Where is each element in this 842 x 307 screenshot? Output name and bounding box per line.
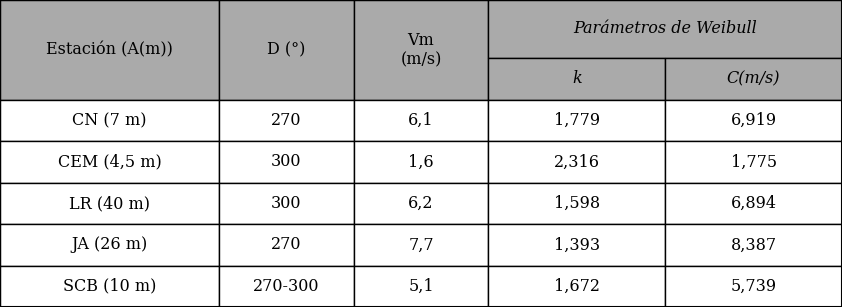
Text: SCB (10 m): SCB (10 m) (63, 278, 156, 295)
Text: 8,387: 8,387 (731, 236, 776, 253)
Bar (354, 100, 488, 141)
Text: D (°): D (°) (267, 41, 306, 58)
Text: 2,316: 2,316 (554, 154, 600, 170)
Bar (354, 0, 488, 100)
Bar (0, 0, 219, 100)
Bar (354, 183, 488, 224)
Text: Estación (A(m)): Estación (A(m)) (46, 41, 173, 58)
Text: 6,919: 6,919 (731, 112, 776, 129)
Bar (0, 224, 219, 266)
Bar (354, 141, 488, 183)
Text: C(m/s): C(m/s) (727, 70, 781, 87)
Text: 1,6: 1,6 (408, 154, 434, 170)
Bar (665, 266, 842, 307)
Bar (219, 100, 354, 141)
Text: 270: 270 (271, 236, 301, 253)
Bar (488, 58, 665, 100)
Text: Vm
(m/s): Vm (m/s) (400, 32, 442, 68)
Text: 1,779: 1,779 (554, 112, 600, 129)
Bar (488, 100, 665, 141)
Bar (488, 0, 842, 58)
Bar (488, 141, 665, 183)
Bar (219, 266, 354, 307)
Text: CN (7 m): CN (7 m) (72, 112, 147, 129)
Bar (354, 224, 488, 266)
Text: 1,393: 1,393 (554, 236, 600, 253)
Bar (0, 100, 219, 141)
Bar (488, 224, 665, 266)
Text: 270-300: 270-300 (253, 278, 319, 295)
Text: k: k (572, 70, 582, 87)
Bar (665, 141, 842, 183)
Text: 1,775: 1,775 (731, 154, 776, 170)
Text: 1,672: 1,672 (554, 278, 600, 295)
Bar (665, 224, 842, 266)
Text: 6,2: 6,2 (408, 195, 434, 212)
Text: 5,1: 5,1 (408, 278, 434, 295)
Text: JA (26 m): JA (26 m) (72, 236, 147, 253)
Text: LR (40 m): LR (40 m) (69, 195, 150, 212)
Text: Parámetros de Weibull: Parámetros de Weibull (573, 21, 757, 37)
Text: 300: 300 (271, 195, 301, 212)
Bar (219, 0, 354, 100)
Bar (219, 224, 354, 266)
Bar (488, 266, 665, 307)
Text: 1,598: 1,598 (554, 195, 600, 212)
Text: 300: 300 (271, 154, 301, 170)
Bar (488, 183, 665, 224)
Text: 6,894: 6,894 (731, 195, 776, 212)
Bar (354, 266, 488, 307)
Bar (0, 183, 219, 224)
Bar (665, 183, 842, 224)
Text: 7,7: 7,7 (408, 236, 434, 253)
Bar (0, 266, 219, 307)
Bar (219, 183, 354, 224)
Bar (0, 141, 219, 183)
Bar (219, 141, 354, 183)
Text: CEM (4,5 m): CEM (4,5 m) (57, 154, 162, 170)
Text: 5,739: 5,739 (731, 278, 776, 295)
Bar (665, 100, 842, 141)
Text: 270: 270 (271, 112, 301, 129)
Text: 6,1: 6,1 (408, 112, 434, 129)
Bar (665, 58, 842, 100)
